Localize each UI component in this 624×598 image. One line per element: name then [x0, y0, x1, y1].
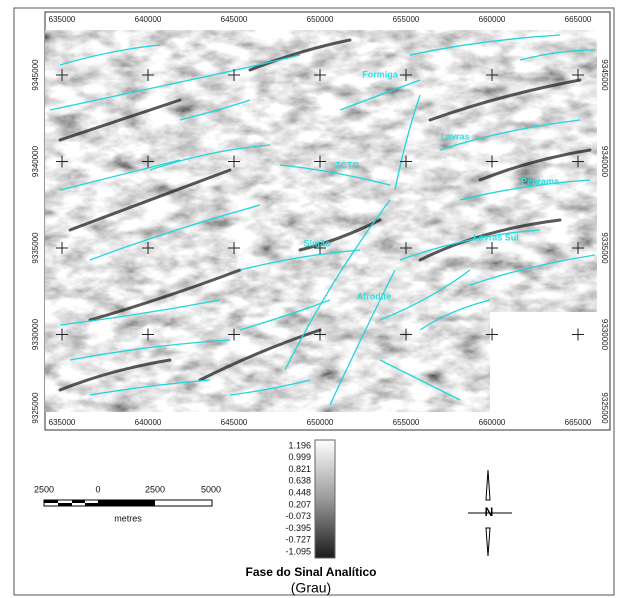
y-tick-label: 9340000 — [31, 145, 40, 177]
scale-label: 2500 — [34, 484, 54, 494]
x-tick-label: 635000 — [49, 418, 76, 427]
legend-value: 1.196 — [288, 440, 311, 450]
scale-label: 5000 — [201, 484, 221, 494]
y-tick-label: 9340000 — [600, 146, 609, 178]
no-data-area — [490, 312, 600, 414]
place-label: Formiga — [362, 69, 398, 79]
map — [12, 0, 624, 465]
legend-value: 0.999 — [288, 452, 311, 462]
x-tick-label: 655000 — [393, 15, 420, 24]
scale-segment — [58, 503, 72, 506]
legend-title: Fase do Sinal Analítico — [246, 565, 377, 579]
legend-value: 0.448 — [288, 487, 311, 497]
place-label: Afrodite — [357, 291, 392, 301]
legend-value: -0.395 — [285, 523, 311, 533]
scale-label: 2500 — [145, 484, 165, 494]
scale-segment — [72, 500, 85, 503]
legend-value: -0.073 — [285, 511, 311, 521]
legend-value: 0.821 — [288, 464, 311, 474]
legend-value: 0.207 — [288, 499, 311, 509]
y-tick-label: 9335000 — [31, 232, 40, 264]
x-tick-label: 645000 — [221, 15, 248, 24]
legend-value: -1.095 — [285, 546, 311, 556]
north-label: N — [485, 505, 494, 519]
x-tick-label: 640000 — [135, 15, 162, 24]
x-tick-label: 660000 — [479, 15, 506, 24]
x-tick-label: 650000 — [307, 418, 334, 427]
x-tick-label: 640000 — [135, 418, 162, 427]
scale-segment — [85, 503, 98, 506]
place-label: Lavras — [440, 131, 469, 141]
legend-unit: (Grau) — [291, 580, 331, 596]
x-tick-label: 660000 — [479, 418, 506, 427]
north-arrow: N — [468, 470, 512, 556]
scale-segment — [98, 500, 155, 506]
scale-segment — [44, 500, 58, 503]
y-tick-label: 9335000 — [600, 232, 609, 264]
y-tick-label: 9330000 — [600, 319, 609, 351]
y-tick-label: 9325000 — [600, 392, 609, 424]
x-tick-label: 635000 — [49, 15, 76, 24]
x-tick-label: 650000 — [307, 15, 334, 24]
x-tick-label: 645000 — [221, 418, 248, 427]
place-label: Simão — [303, 238, 331, 248]
y-tick-label: 9345000 — [600, 59, 609, 91]
place-label: Pégrama — [521, 176, 560, 186]
x-tick-label: 665000 — [565, 15, 592, 24]
scale-bar: metres 2500 0 2500 5000 — [34, 484, 221, 523]
y-tick-label: 9345000 — [31, 59, 40, 91]
colorbar — [315, 440, 335, 558]
page: metres 2500 0 2500 5000 N Fase do Sinal Ana… — [0, 0, 624, 598]
x-tick-label: 655000 — [393, 418, 420, 427]
legend-value: -0.727 — [285, 535, 311, 545]
scale-unit: metres — [114, 513, 142, 523]
y-tick-label: 9330000 — [31, 318, 40, 350]
scale-label: 0 — [95, 484, 100, 494]
place-label: ZCTC — [335, 160, 359, 170]
legend-value: 0.638 — [288, 476, 311, 486]
y-tick-label: 9325000 — [31, 392, 40, 424]
x-tick-label: 665000 — [565, 418, 592, 427]
place-label: Lavras Sul — [473, 232, 519, 242]
